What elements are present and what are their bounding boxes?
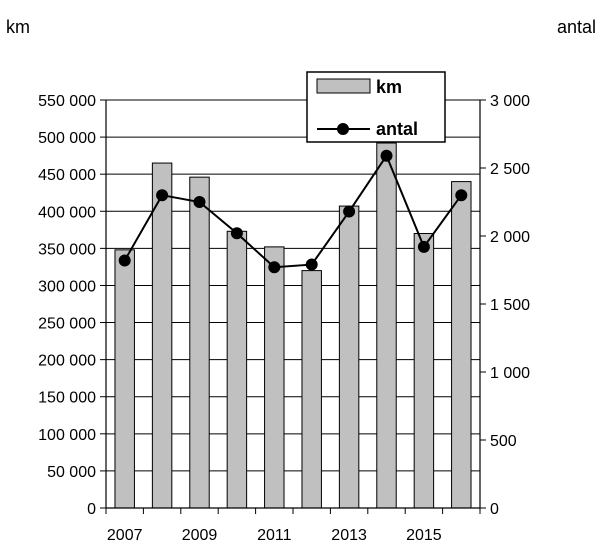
line-antal: [123, 153, 463, 269]
right-axis-tick-labels: 0 500 1 000 1 500 2 000 2 500 3 000: [490, 93, 530, 518]
left-tick-label: 150 000: [38, 390, 96, 407]
x-axis-tick-labels: 2007 2009 2011 2013 2015: [107, 527, 442, 544]
point-antal: [305, 258, 318, 271]
point-antal: [380, 149, 393, 162]
left-tick-label: 0: [87, 501, 96, 518]
left-tick-label: 450 000: [38, 167, 96, 184]
point-antal: [417, 240, 430, 253]
point-antal: [118, 254, 131, 267]
legend: km antal: [306, 71, 446, 143]
left-tick-label: 300 000: [38, 278, 96, 295]
left-axis-tick-labels: 0 50 000 100 000 150 000 200 000 250 000 300 0…: [38, 93, 96, 518]
right-tick-label: 2 500: [490, 161, 530, 178]
right-tick-label: 2 000: [490, 229, 530, 246]
point-antal: [156, 189, 169, 202]
right-tick-label: 1 000: [490, 365, 530, 382]
bar-km: [376, 142, 397, 509]
bar-km: [226, 230, 248, 509]
bar-series-km: [114, 142, 472, 509]
x-tick-label: 2013: [331, 527, 367, 544]
bar-km: [451, 181, 472, 509]
right-tick-label: 3 000: [490, 93, 530, 110]
point-antal: [343, 205, 356, 218]
x-tick-label: 2011: [257, 527, 292, 544]
bar-km: [189, 176, 210, 509]
point-antal: [230, 227, 243, 240]
line-series-antal: [118, 149, 468, 274]
legend-antal-marker: [337, 123, 349, 135]
x-tick-label: 2015: [406, 527, 442, 544]
legend-antal-label: antal: [376, 119, 418, 139]
right-tick-label: 0: [490, 501, 499, 518]
bar-km: [338, 205, 360, 509]
right-tick-label: 1 500: [490, 297, 530, 314]
axes: [100, 99, 486, 514]
legend-km-label: km: [376, 77, 402, 97]
right-tick-label: 500: [490, 433, 517, 450]
x-tick-label: 2007: [107, 527, 143, 544]
left-tick-label: 100 000: [38, 427, 96, 444]
right-axis-unit: antal: [557, 17, 596, 37]
bar-km: [264, 246, 285, 509]
point-antal: [455, 189, 468, 202]
legend-km-swatch: [316, 78, 371, 94]
bar-km: [114, 249, 135, 509]
left-tick-label: 250 000: [38, 316, 96, 333]
left-tick-label: 200 000: [38, 353, 96, 370]
bar-km: [301, 270, 322, 509]
left-tick-label: 550 000: [38, 93, 96, 110]
left-tick-label: 500 000: [38, 130, 96, 147]
left-axis-unit: km: [6, 17, 30, 37]
point-antal: [193, 196, 206, 208]
x-tick-label: 2009: [182, 527, 218, 544]
point-antal: [268, 261, 281, 274]
left-tick-label: 400 000: [38, 204, 96, 221]
bar-km: [151, 162, 173, 509]
bar-km: [413, 233, 435, 509]
left-tick-label: 350 000: [38, 241, 96, 258]
left-tick-label: 50 000: [47, 464, 96, 481]
